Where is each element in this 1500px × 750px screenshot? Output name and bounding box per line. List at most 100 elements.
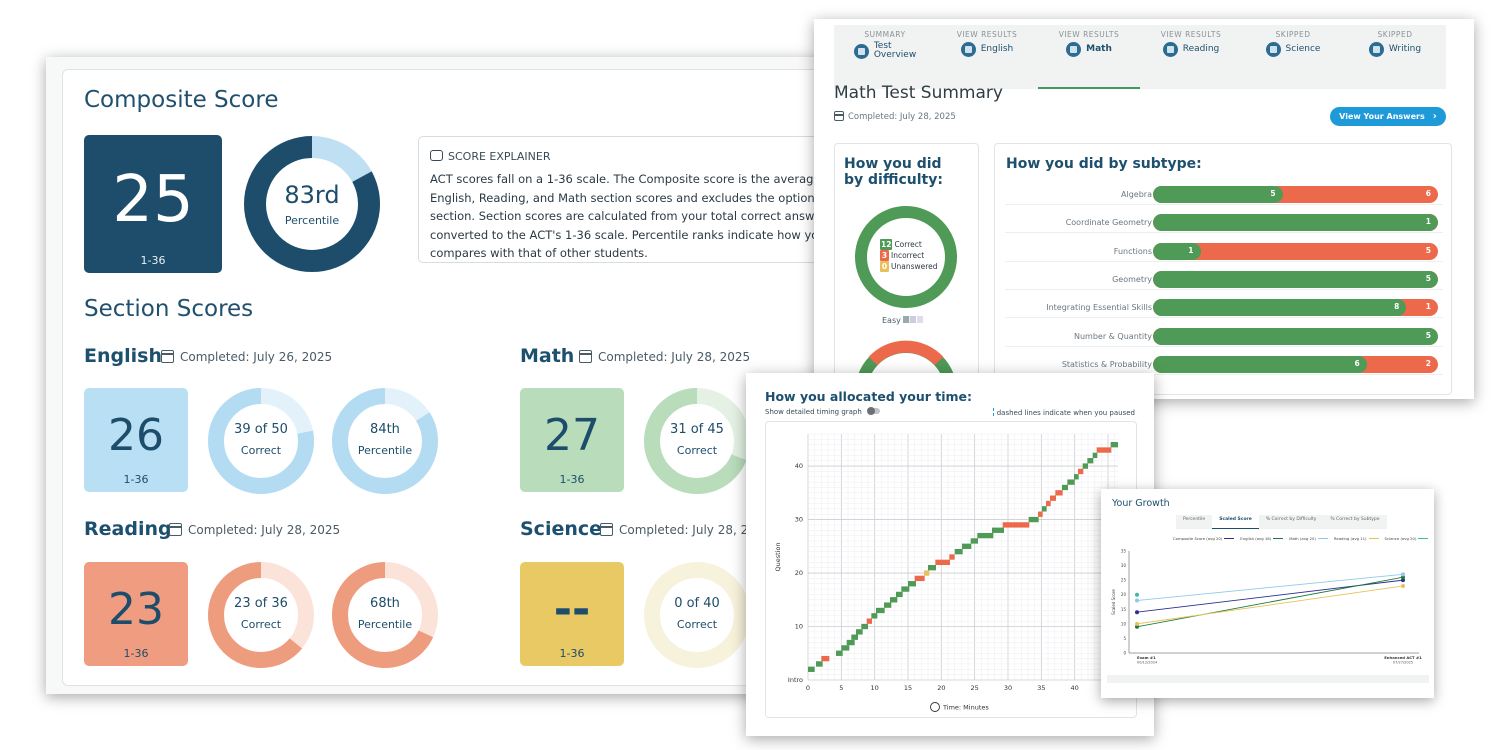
math-completed-text: Completed: July 28, 2025 bbox=[848, 112, 956, 122]
english-correct-label: Correct bbox=[240, 444, 282, 457]
question-segment bbox=[856, 629, 863, 635]
science-correct-donut: 0 of 40 Correct bbox=[644, 562, 750, 668]
growth-tab[interactable]: Scaled Score bbox=[1212, 515, 1259, 529]
tab-math[interactable]: VIEW RESULTS Math bbox=[1038, 25, 1140, 89]
correct-segment: 6 bbox=[1153, 355, 1367, 373]
section-book-icon bbox=[1368, 42, 1384, 57]
subtype-bar: 5 bbox=[1153, 327, 1438, 345]
question-segment bbox=[884, 602, 892, 608]
growth-tab[interactable]: % Correct by Subtype bbox=[1323, 515, 1387, 529]
english-percentile-label: Percentile bbox=[357, 444, 413, 457]
reading-score-box: 23 1-36 bbox=[84, 562, 188, 666]
science-score-box: -- 1-36 bbox=[520, 562, 624, 666]
subtype-row: Statistics & Probability 6 2 bbox=[1005, 355, 1443, 375]
clock-icon bbox=[930, 702, 940, 712]
subtype-name: Algebra bbox=[1121, 190, 1152, 199]
growth-point bbox=[1401, 578, 1405, 583]
ring-fill bbox=[244, 136, 380, 272]
science-completed-text: Completed: July 28, 202 bbox=[619, 523, 764, 537]
growth-tab[interactable]: % Correct by Difficulty bbox=[1258, 515, 1324, 529]
composite-card: Composite Score 25 1-36 83rd Percentile … bbox=[62, 69, 856, 686]
math-summary-title: Math Test Summary bbox=[834, 83, 1003, 103]
signal-bars-icon bbox=[903, 316, 924, 323]
math-correct-donut: 31 of 45 Correct bbox=[644, 388, 750, 494]
math-score: 27 bbox=[544, 409, 600, 461]
subtype-row: Number & Quantity 5 bbox=[1005, 327, 1443, 347]
subtype-title: How you did by subtype: bbox=[1006, 156, 1202, 172]
growth-legend-item: Math (avg 20) bbox=[1289, 536, 1328, 541]
growth-point bbox=[1401, 572, 1405, 577]
question-segment bbox=[1046, 500, 1051, 507]
y-tick-label: 20 bbox=[795, 569, 803, 577]
pause-note-text: dashed lines indicate when you paused bbox=[996, 409, 1135, 417]
question-segment bbox=[914, 575, 925, 582]
toggle-switch[interactable] bbox=[867, 407, 881, 415]
explainer-line: English, Reading, and Math section score… bbox=[430, 190, 856, 205]
time-chart-frame: 051015202530354045Intro10203040QuestionT… bbox=[765, 421, 1137, 718]
subtype-name: Number & Quantity bbox=[1073, 331, 1152, 341]
question-segment bbox=[846, 639, 855, 646]
y-tick-label: 40 bbox=[795, 462, 803, 470]
legend-label: Incorrect bbox=[891, 251, 925, 260]
correct-count: 5 bbox=[1425, 273, 1431, 283]
legend-unanswered: 0 Unanswered bbox=[880, 261, 938, 272]
science-range: 1-36 bbox=[559, 647, 585, 660]
english-range: 1-36 bbox=[123, 473, 149, 486]
reading-correct-ring bbox=[208, 562, 314, 668]
view-answers-button[interactable]: View Your Answers › bbox=[1330, 107, 1446, 126]
tab-english[interactable]: VIEW RESULTS English bbox=[936, 25, 1038, 89]
timing-toggle[interactable]: Show detailed timing graph bbox=[765, 407, 881, 416]
growth-legend-label: Science (avg 20) bbox=[1384, 536, 1417, 541]
tab-caption: VIEW RESULTS bbox=[1160, 30, 1222, 39]
ring-fill bbox=[332, 562, 438, 668]
subtype-name: Statistics & Probability bbox=[1061, 359, 1152, 369]
x-tick-label: 30 bbox=[1004, 684, 1012, 692]
tab-science[interactable]: SKIPPED Science bbox=[1242, 25, 1344, 89]
correct-segment: 5 bbox=[1153, 270, 1438, 288]
question-segment bbox=[851, 634, 858, 640]
growth-series-line bbox=[1136, 573, 1404, 601]
correct-segment: 5 bbox=[1153, 327, 1438, 345]
math-correct-label: Correct bbox=[676, 444, 718, 457]
subtype-name: Geometry bbox=[1112, 274, 1152, 284]
growth-point bbox=[1135, 624, 1139, 629]
question-segment bbox=[890, 597, 898, 603]
x-tick-label: 5 bbox=[839, 684, 843, 692]
tab-reading[interactable]: VIEW RESULTS Reading bbox=[1140, 25, 1242, 89]
subtype-row: Integrating Essential Skills 8 1 bbox=[1005, 298, 1443, 319]
question-segment bbox=[949, 554, 955, 560]
difficulty-legend: 12 Correct 3 Incorrect 0 Unanswered bbox=[880, 239, 938, 272]
growth-tab[interactable]: Percentile bbox=[1176, 515, 1213, 529]
view-answers-label: View Your Answers bbox=[1339, 112, 1425, 121]
correct-count: 1 bbox=[1425, 217, 1431, 227]
difficulty-card: How you did by difficulty: 12 Correct 3 Inc… bbox=[834, 143, 979, 399]
reading-title: Reading bbox=[84, 518, 172, 540]
dashed-line-icon bbox=[992, 408, 994, 416]
reading-completed-text: Completed: July 28, 2025 bbox=[188, 523, 341, 537]
growth-legend-label: English (avg 18) bbox=[1240, 536, 1272, 541]
subtype-row: Coordinate Geometry 1 bbox=[1005, 213, 1443, 234]
subtype-name: Coordinate Geometry bbox=[1065, 218, 1152, 228]
question-segment bbox=[1028, 516, 1039, 523]
question-segment bbox=[928, 565, 936, 571]
question-segment bbox=[1055, 490, 1063, 496]
explainer-line: section. Section scores are calculated f… bbox=[430, 209, 856, 223]
question-segment bbox=[1002, 522, 1030, 528]
legend-marker bbox=[1224, 538, 1235, 539]
tab-test[interactable]: SUMMARY Test Overview bbox=[834, 25, 936, 89]
section-book-icon bbox=[1162, 42, 1178, 57]
question-segment bbox=[861, 623, 868, 630]
tab-label: Reading bbox=[1182, 44, 1220, 54]
calendar-icon bbox=[161, 350, 174, 363]
tab-caption: VIEW RESULTS bbox=[1058, 30, 1120, 39]
growth-x-label: Exam #1 bbox=[1137, 655, 1156, 660]
tab-caption: VIEW RESULTS bbox=[956, 30, 1018, 39]
subtype-row: Algebra 5 6 bbox=[1005, 185, 1443, 205]
question-segment bbox=[896, 591, 903, 598]
incorrect-count: 1 bbox=[1425, 302, 1431, 312]
question-segment bbox=[1038, 511, 1043, 517]
time-chart: 051015202530354045Intro10203040QuestionT… bbox=[774, 433, 1118, 712]
tab-writing[interactable]: SKIPPED Writing bbox=[1344, 25, 1446, 89]
growth-legend-label: Math (avg 20) bbox=[1289, 536, 1316, 541]
